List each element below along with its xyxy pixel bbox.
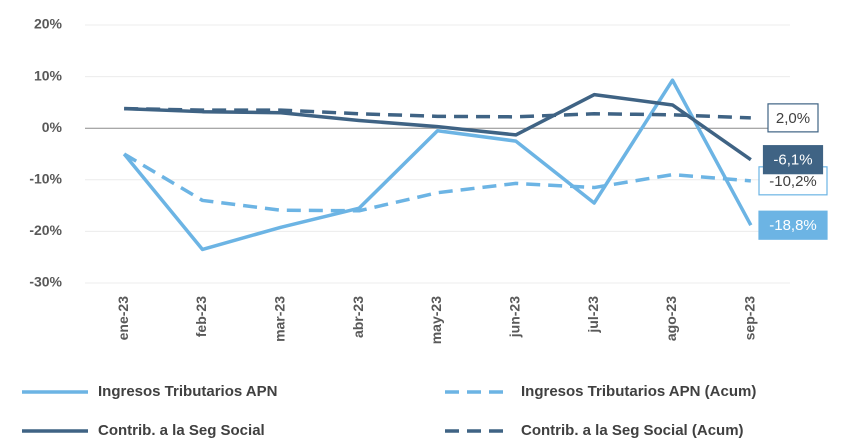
x-tick-label: jul-23 (585, 296, 601, 334)
x-tick-label: feb-23 (193, 296, 209, 337)
value-label-box (767, 103, 819, 133)
series-line (124, 106, 751, 120)
value-label-text: 2,0% (776, 110, 810, 127)
series-line (122, 78, 753, 252)
value-label-text: -18,8% (769, 217, 817, 234)
value-label-text: -6,1% (773, 152, 812, 169)
x-tick-label: mar-23 (272, 296, 288, 342)
value-label: 2,0% (767, 103, 819, 133)
x-tick-label: ene-23 (115, 296, 131, 341)
x-tick-label: ago-23 (663, 296, 679, 341)
x-tick-label: may-23 (428, 296, 444, 344)
value-label-box (762, 145, 824, 175)
legend-label: Ingresos Tributarios APN (98, 383, 277, 400)
y-tick-label: 10% (34, 67, 63, 83)
value-label-text: -10,2% (769, 173, 817, 190)
y-tick-label: -10% (29, 171, 62, 187)
value-label: -18,8% (758, 210, 828, 240)
series-line (123, 152, 751, 213)
x-tick-label: sep-23 (742, 296, 758, 341)
y-tick-label: -20% (29, 222, 62, 238)
legend-label: Ingresos Tributarios APN (Acum) (521, 383, 756, 400)
y-tick-label: -30% (29, 274, 62, 290)
series-line (124, 92, 752, 162)
legend-label: Contrib. a la Seg Social (Acum) (521, 422, 744, 439)
y-tick-label: 0% (42, 119, 63, 135)
legend-label: Contrib. a la Seg Social (98, 422, 265, 439)
x-tick-label: jun-23 (507, 296, 523, 338)
value-label: -6,1% (762, 145, 824, 175)
y-tick-label: 20% (34, 16, 63, 32)
x-tick-label: abr-23 (350, 296, 366, 338)
value-label-box (758, 210, 828, 240)
